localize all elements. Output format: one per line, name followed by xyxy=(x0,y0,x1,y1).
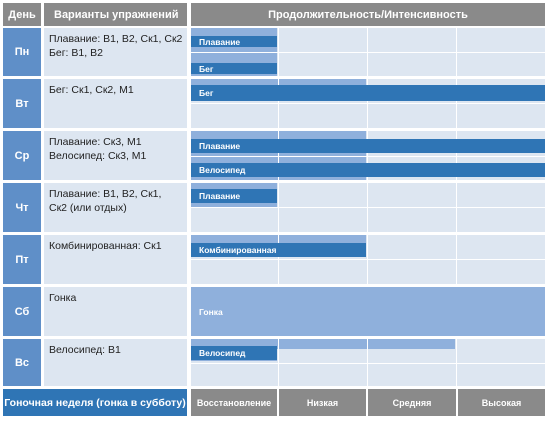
day-label: Вс xyxy=(14,356,30,369)
bar-race: Гонка xyxy=(191,287,545,336)
bar-area-sat: Гонка xyxy=(191,287,545,336)
header-exercises: Варианты упражнений xyxy=(44,3,187,26)
day-cell-sun: Вс xyxy=(3,339,41,386)
exercise-cell-sun: Велосипед: В1 xyxy=(44,339,187,386)
exercise-line: Гонка xyxy=(49,292,77,304)
bar-background xyxy=(191,339,455,349)
day-label: Чт xyxy=(15,201,29,214)
header-duration: Продолжительность/Интенсивность xyxy=(191,3,545,26)
day-cell-tue: Вт xyxy=(3,79,41,128)
exercise-line: Велосипед: В1 xyxy=(49,344,121,356)
day-cell-mon: Пн xyxy=(3,28,41,76)
bar-swim: Плавание xyxy=(191,189,277,203)
exercise-line: Плавание: Ск3, М1 xyxy=(49,136,142,148)
bar-area-thu: Плавание xyxy=(191,183,545,232)
exercise-cell-mon: Плавание: В1, В2, Ск1, Ск2 Бег: В1, В2 xyxy=(44,28,187,76)
bar-swim: Плавание xyxy=(191,139,545,153)
exercise-line: Комбинированная: Ск1 xyxy=(49,240,162,252)
bar-area-fri: Комбинированная xyxy=(191,235,545,284)
day-cell-thu: Чт xyxy=(3,183,41,232)
day-cell-wed: Ср xyxy=(3,131,41,180)
exercise-cell-thu: Плавание: В1, В2, Ск1, Ск2 (или отдых) xyxy=(44,183,187,232)
bar-swim: Плавание xyxy=(191,36,277,47)
day-label: Пт xyxy=(15,253,29,266)
exercise-line: Велосипед: Ск3, М1 xyxy=(49,150,147,162)
scale-recovery: Восстановление xyxy=(191,389,277,416)
day-cell-fri: Пт xyxy=(3,235,41,284)
day-cell-sat: Сб xyxy=(3,287,41,336)
bar-area-mon: Плавание Бег xyxy=(191,28,545,76)
race-week-label: Гоночная неделя (гонка в субботу) xyxy=(3,389,187,416)
bar-area-tue: Бег xyxy=(191,79,545,128)
day-label: Сб xyxy=(14,305,30,318)
bar-combined: Комбинированная xyxy=(191,243,366,257)
exercise-cell-fri: Комбинированная: Ск1 xyxy=(44,235,187,284)
exercise-cell-wed: Плавание: Ск3, М1 Велосипед: Ск3, М1 xyxy=(44,131,187,180)
bar-run: Бег xyxy=(191,63,277,74)
scale-medium: Средняя xyxy=(368,389,456,416)
exercise-line: Плавание: В1, В2, Ск1, Ск2 (или отдых) xyxy=(49,188,162,214)
bar-area-sun: Велосипед xyxy=(191,339,545,386)
exercise-line: Плавание: В1, В2, Ск1, Ск2 xyxy=(49,33,183,45)
exercise-cell-sat: Гонка xyxy=(44,287,187,336)
header-day: День xyxy=(3,3,41,26)
scale-low: Низкая xyxy=(279,389,366,416)
bar-bike: Велосипед xyxy=(191,163,545,177)
scale-high: Высокая xyxy=(458,389,545,416)
bar-bike: Велосипед xyxy=(191,346,277,360)
day-label: Вт xyxy=(15,97,29,110)
day-label: Ср xyxy=(14,149,30,162)
exercise-cell-tue: Бег: Ск1, Ск2, М1 xyxy=(44,79,187,128)
day-label: Пн xyxy=(14,46,30,58)
bar-run: Бег xyxy=(191,85,545,101)
bar-area-wed: Плавание Велосипед xyxy=(191,131,545,180)
exercise-line: Бег: В1, В2 xyxy=(49,47,103,59)
exercise-line: Бег: Ск1, Ск2, М1 xyxy=(49,84,134,96)
